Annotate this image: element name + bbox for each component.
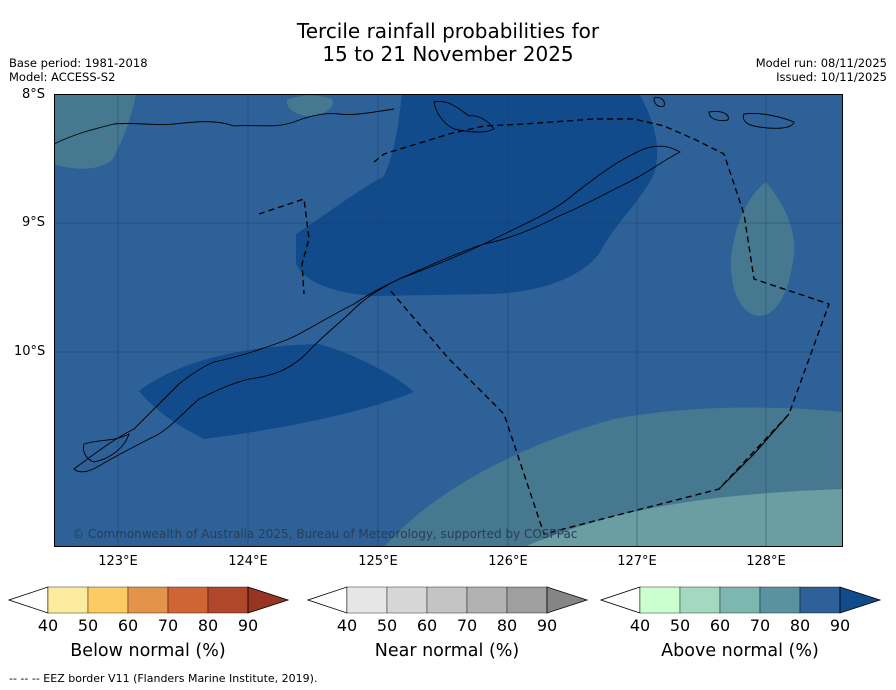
colorbar-left-extension bbox=[8, 586, 49, 614]
colorbar-tick-60: 60 bbox=[416, 616, 438, 635]
colorbar-tick-90: 90 bbox=[829, 616, 851, 635]
lat-label-9s: 9°S bbox=[22, 215, 46, 230]
colorbar-segment-50 bbox=[87, 586, 129, 614]
colorbar-segment-40 bbox=[47, 586, 89, 614]
above-80-north bbox=[296, 94, 658, 296]
colorbar-right-extension bbox=[546, 586, 589, 614]
colorbar-tick-60: 60 bbox=[117, 616, 139, 635]
eez-border-solid bbox=[718, 413, 790, 490]
lon-label-126e: 126°E bbox=[488, 554, 528, 569]
alor-coastline bbox=[54, 108, 395, 145]
colorbar-tick-90: 90 bbox=[536, 616, 558, 635]
lat-label-8s: 8°S bbox=[22, 87, 46, 102]
colorbar-segment-40 bbox=[346, 586, 388, 614]
above-70-nw bbox=[54, 94, 136, 169]
above-70-n bbox=[286, 95, 333, 116]
meta-right: Model run: 08/11/2025 Issued: 10/11/2025 bbox=[756, 56, 887, 84]
colorbar-tick-80: 80 bbox=[197, 616, 219, 635]
colorbar-near-label: Near normal (%) bbox=[374, 641, 520, 661]
colorbar-segment-40 bbox=[639, 586, 681, 614]
colorbar-segment-80 bbox=[207, 586, 249, 614]
coastlines bbox=[54, 97, 795, 473]
colorbar-segment-60 bbox=[426, 586, 468, 614]
colorbar-tick-50: 50 bbox=[77, 616, 99, 635]
base-period: Base period: 1981-2018 bbox=[9, 56, 148, 70]
above-80-west bbox=[139, 344, 414, 439]
colorbar-tick-70: 70 bbox=[749, 616, 771, 635]
colorbar-above-normal bbox=[600, 586, 882, 614]
title-line-2: 15 to 21 November 2025 bbox=[322, 42, 574, 66]
colorbar-segment-80 bbox=[799, 586, 841, 614]
colorbar-right-extension bbox=[839, 586, 882, 614]
title-line-1: Tercile rainfall probabilities for bbox=[296, 19, 600, 43]
colorbar-below-normal bbox=[8, 586, 290, 614]
colorbar-left-extension bbox=[600, 586, 641, 614]
lat-label-10s: 10°S bbox=[14, 344, 46, 359]
above-70-east bbox=[730, 182, 795, 316]
colorbar-segment-70 bbox=[759, 586, 801, 614]
graticule bbox=[54, 94, 843, 547]
colorbar-near-normal bbox=[307, 586, 589, 614]
eez-border bbox=[258, 118, 830, 535]
meta-left: Base period: 1981-2018 Model: ACCESS-S2 bbox=[9, 56, 148, 84]
colorbar-tick-80: 80 bbox=[496, 616, 518, 635]
wetar-coastline bbox=[433, 101, 495, 133]
copyright-text: © Commonwealth of Australia 2025, Bureau… bbox=[72, 527, 578, 541]
colorbar-below-label: Below normal (%) bbox=[70, 641, 226, 661]
colorbar-right-extension bbox=[247, 586, 290, 614]
colorbar-segment-70 bbox=[167, 586, 209, 614]
colorbar-tick-60: 60 bbox=[709, 616, 731, 635]
colorbar-tick-70: 70 bbox=[157, 616, 179, 635]
lon-label-127e: 127°E bbox=[617, 554, 657, 569]
colorbar-left-extension bbox=[307, 586, 348, 614]
colorbar-segment-70 bbox=[466, 586, 508, 614]
colorbar-tick-50: 50 bbox=[669, 616, 691, 635]
colorbar-segment-60 bbox=[127, 586, 169, 614]
model-name: Model: ACCESS-S2 bbox=[9, 70, 116, 84]
island-ne-2 bbox=[742, 113, 795, 129]
map-title: Tercile rainfall probabilities for 15 to… bbox=[0, 20, 896, 66]
lon-label-128e: 128°E bbox=[746, 554, 786, 569]
model-run: Model run: 08/11/2025 bbox=[755, 56, 887, 70]
lon-label-124e: 124°E bbox=[228, 554, 268, 569]
colorbar-segment-50 bbox=[679, 586, 721, 614]
eez-footer-note: -- -- -- EEZ border V11 (Flanders Marine… bbox=[9, 672, 318, 685]
above-60-south bbox=[524, 489, 843, 547]
probability-map bbox=[54, 94, 843, 547]
lon-label-123e: 123°E bbox=[98, 554, 138, 569]
island-ne-3 bbox=[708, 111, 729, 121]
colorbar-segment-60 bbox=[719, 586, 761, 614]
colorbar-tick-40: 40 bbox=[629, 616, 651, 635]
colorbar-tick-40: 40 bbox=[336, 616, 358, 635]
colorbar-tick-80: 80 bbox=[789, 616, 811, 635]
issued-date: Issued: 10/11/2025 bbox=[776, 70, 887, 84]
colorbar-above-label: Above normal (%) bbox=[661, 641, 819, 661]
timor-coastline bbox=[73, 145, 682, 473]
lon-label-125e: 125°E bbox=[358, 554, 398, 569]
colorbar-tick-90: 90 bbox=[237, 616, 259, 635]
colorbar-tick-50: 50 bbox=[376, 616, 398, 635]
colorbar-tick-40: 40 bbox=[37, 616, 59, 635]
colorbar-segment-80 bbox=[506, 586, 548, 614]
timor-west-tip bbox=[83, 433, 130, 463]
colorbar-segment-50 bbox=[386, 586, 428, 614]
colorbar-tick-70: 70 bbox=[456, 616, 478, 635]
island-ne-1 bbox=[653, 97, 665, 107]
